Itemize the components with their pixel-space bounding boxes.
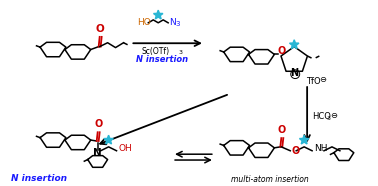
Text: O: O xyxy=(278,125,286,135)
Polygon shape xyxy=(104,135,113,144)
Text: ⊖: ⊖ xyxy=(330,111,337,120)
Text: 3: 3 xyxy=(178,50,182,55)
Text: ⊖: ⊖ xyxy=(319,75,326,84)
Text: TfO: TfO xyxy=(306,77,321,86)
Text: NH: NH xyxy=(314,144,328,153)
Text: N: N xyxy=(93,148,102,158)
Text: 3: 3 xyxy=(175,21,180,27)
Text: HCO: HCO xyxy=(312,112,331,121)
Text: N insertion: N insertion xyxy=(11,174,67,183)
Text: OH: OH xyxy=(119,144,132,153)
Polygon shape xyxy=(290,40,299,49)
Text: O: O xyxy=(94,119,102,129)
Text: O: O xyxy=(291,146,299,156)
Text: Sc(OTf): Sc(OTf) xyxy=(141,46,169,56)
Text: multi-atom insertion: multi-atom insertion xyxy=(231,175,308,184)
Text: O: O xyxy=(95,24,104,34)
Polygon shape xyxy=(299,135,309,144)
Text: 3: 3 xyxy=(327,116,331,121)
Text: N: N xyxy=(169,18,176,27)
Text: O: O xyxy=(277,46,285,57)
Text: HO: HO xyxy=(137,18,151,27)
Text: N: N xyxy=(290,68,298,78)
Text: N insertion: N insertion xyxy=(136,55,188,64)
Polygon shape xyxy=(153,10,163,19)
